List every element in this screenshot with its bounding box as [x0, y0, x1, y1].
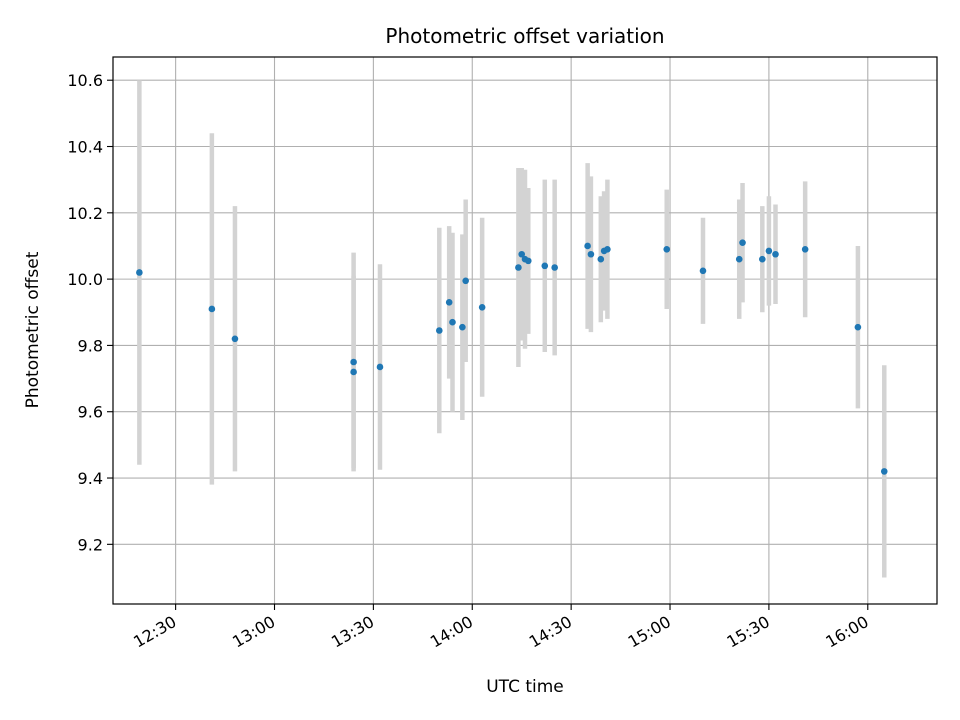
data-point [772, 250, 779, 258]
y-tick-label: 9.2 [78, 535, 103, 554]
y-tick-label: 10.4 [67, 138, 103, 157]
data-point [136, 269, 143, 276]
data-point [524, 257, 532, 265]
data-point [445, 299, 453, 306]
data-point [801, 245, 809, 253]
data-point [478, 303, 486, 311]
data-point [880, 468, 888, 475]
data-point [350, 368, 357, 376]
y-tick-label: 9.8 [78, 336, 103, 355]
data-point [597, 255, 605, 263]
data-points [136, 239, 888, 475]
data-point [376, 363, 384, 371]
y-tick-label: 10.2 [67, 204, 103, 223]
data-point [765, 247, 773, 255]
data-point [604, 245, 611, 253]
data-point [854, 323, 862, 331]
data-point [350, 358, 357, 366]
data-point [587, 250, 595, 258]
x-axis-title: UTC time [486, 677, 564, 697]
chart-title: Photometric offset variation [385, 24, 664, 48]
data-point [231, 335, 239, 343]
y-tick-label: 10.6 [67, 71, 103, 90]
data-point [459, 323, 466, 331]
data-point [541, 262, 549, 270]
data-point [449, 318, 456, 326]
data-point [515, 264, 522, 271]
data-point [663, 245, 671, 253]
y-tick-label: 9.4 [78, 469, 103, 488]
data-point [462, 277, 469, 285]
plot-frame [112, 56, 938, 605]
y-tick-label: 9.6 [78, 403, 103, 422]
data-point [584, 242, 591, 250]
data-point [699, 267, 707, 275]
y-tick-label: 10.0 [67, 270, 103, 289]
y-axis-ticks: 9.2 9.4 9.6 9.8 10.0 10.2 10.4 10.6 [67, 71, 113, 554]
data-point [735, 255, 743, 263]
y-axis-title: Photometric offset [23, 251, 43, 408]
data-point [518, 250, 526, 258]
data-point [551, 264, 558, 271]
data-point [436, 327, 443, 334]
data-point [739, 239, 746, 246]
data-point [759, 255, 766, 263]
data-point [208, 305, 216, 313]
